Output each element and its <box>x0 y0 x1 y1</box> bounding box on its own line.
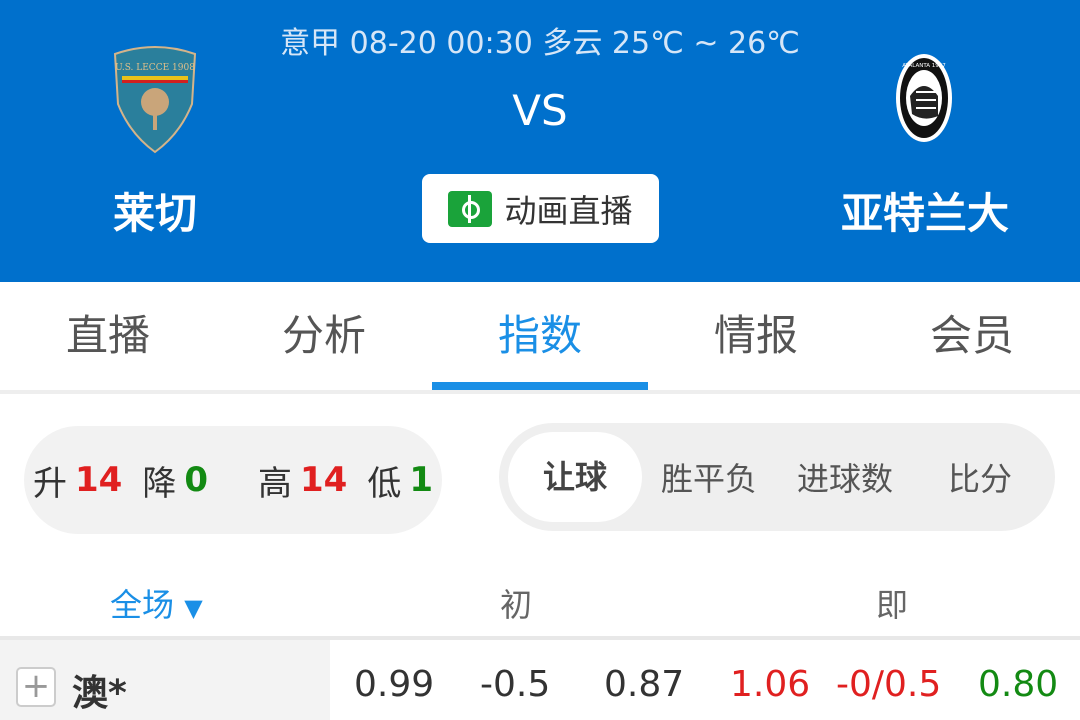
high-label: 高 <box>258 463 292 504</box>
tab-member[interactable]: 会员 <box>929 311 1014 360</box>
initial-home-odds: 0.99 <box>354 664 435 705</box>
up-label: 升 <box>33 463 67 504</box>
tab-bar: 直播 分析 指数 情报 会员 <box>0 282 1080 390</box>
lecce-logo-text: U.S. LECCE 1908 <box>115 63 195 73</box>
up-count: 14 <box>75 460 123 500</box>
scope-dropdown[interactable]: 全场 ▼ <box>110 580 203 626</box>
atalanta-logo-icon: ATALANTA 1907 <box>896 54 952 142</box>
segment-goals[interactable]: 进球数 <box>796 460 893 498</box>
animation-live-button[interactable]: 动画直播 <box>422 174 659 243</box>
tab-live[interactable]: 直播 <box>65 311 150 360</box>
high-count: 14 <box>300 460 348 500</box>
match-info: 意甲 08-20 00:30 多云 25℃ ~ 26℃ <box>280 26 800 61</box>
away-team-name[interactable]: 亚特兰大 <box>840 189 1009 238</box>
home-team-name[interactable]: 莱切 <box>112 189 197 238</box>
vs-label: VS <box>512 86 568 135</box>
tab-intel[interactable]: 情报 <box>713 311 798 360</box>
scope-label: 全场 <box>110 586 175 624</box>
initial-away-odds: 0.87 <box>604 664 685 705</box>
animation-live-label: 动画直播 <box>504 191 633 230</box>
pitch-icon <box>448 190 493 227</box>
low-label: 低 <box>367 463 402 504</box>
atalanta-logo-text: ATALANTA 1907 <box>902 63 946 69</box>
down-label: 降 <box>142 463 177 504</box>
company-name[interactable]: 澳* <box>72 673 127 714</box>
low-count: 1 <box>409 460 433 500</box>
caret-down-icon: ▼ <box>184 594 203 622</box>
live-handicap: -0/0.5 <box>836 664 942 705</box>
column-header: 全场 ▼ 初 即 <box>0 560 1080 638</box>
tab-analysis[interactable]: 分析 <box>281 311 366 360</box>
expand-plus-icon[interactable]: + <box>16 667 56 707</box>
tab-odds[interactable]: 指数 <box>497 311 582 360</box>
odds-type-segmented-control: 让球 胜平负 进球数 比分 <box>499 423 1055 531</box>
segment-score[interactable]: 比分 <box>947 460 1012 498</box>
initial-header: 初 <box>500 586 533 624</box>
live-home-odds: 1.06 <box>730 664 811 705</box>
segment-1x2[interactable]: 胜平负 <box>660 460 757 498</box>
active-tab-indicator <box>432 382 648 390</box>
initial-handicap: -0.5 <box>480 664 551 705</box>
divider <box>0 390 1080 394</box>
live-away-odds: 0.80 <box>978 664 1059 705</box>
segment-handicap[interactable]: 让球 <box>508 432 642 522</box>
divider <box>0 636 1080 640</box>
live-header: 即 <box>876 586 909 624</box>
down-count: 0 <box>184 460 208 500</box>
lecce-logo-icon: U.S. LECCE 1908 <box>113 46 197 154</box>
